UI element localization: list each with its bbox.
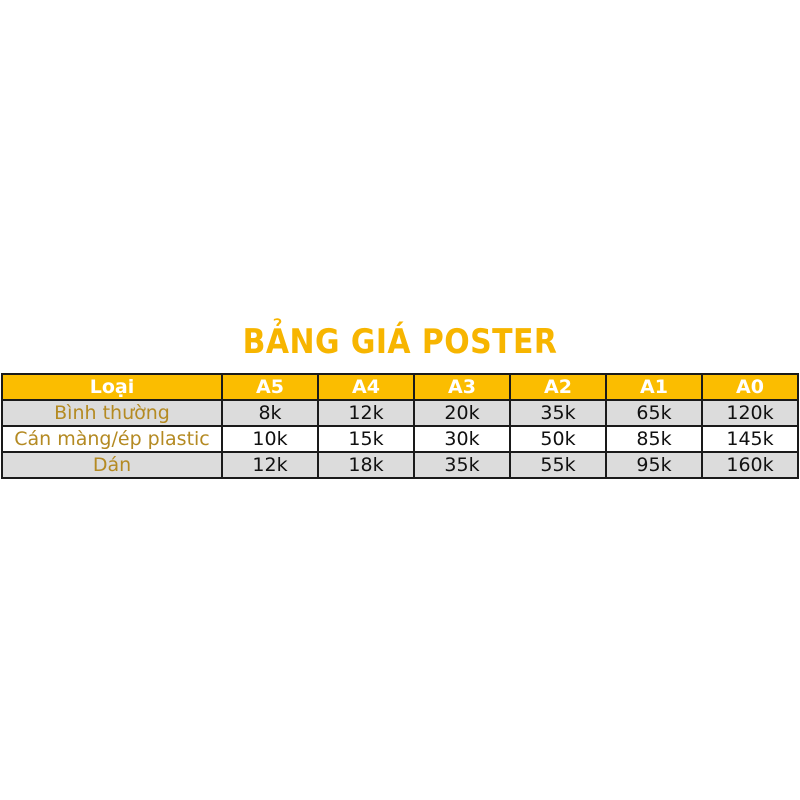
price-cell: 30k xyxy=(413,425,511,453)
header-a3: A3 xyxy=(413,373,511,401)
price-cell: 12k xyxy=(221,451,319,479)
header-a1: A1 xyxy=(605,373,703,401)
header-a2: A2 xyxy=(509,373,607,401)
price-cell: 95k xyxy=(605,451,703,479)
price-cell: 55k xyxy=(509,451,607,479)
header-a0: A0 xyxy=(701,373,799,401)
row-label: Cán màng/ép plastic xyxy=(1,425,223,453)
price-cell: 20k xyxy=(413,399,511,427)
price-cell: 35k xyxy=(413,451,511,479)
price-cell: 145k xyxy=(701,425,799,453)
header-a5: A5 xyxy=(221,373,319,401)
price-cell: 8k xyxy=(221,399,319,427)
price-cell: 15k xyxy=(317,425,415,453)
price-cell: 160k xyxy=(701,451,799,479)
price-cell: 85k xyxy=(605,425,703,453)
price-cell: 35k xyxy=(509,399,607,427)
price-cell: 120k xyxy=(701,399,799,427)
table-row: Dán 12k 18k 35k 55k 95k 160k xyxy=(1,451,799,479)
price-cell: 10k xyxy=(221,425,319,453)
row-label: Dán xyxy=(1,451,223,479)
price-table: Loại A5 A4 A3 A2 A1 A0 Bình thường 8k 12… xyxy=(1,373,799,479)
price-cell: 50k xyxy=(509,425,607,453)
header-type: Loại xyxy=(1,373,223,401)
page-title: BẢNG GIÁ POSTER xyxy=(242,322,558,362)
table-header-row: Loại A5 A4 A3 A2 A1 A0 xyxy=(1,373,799,401)
table-row: Bình thường 8k 12k 20k 35k 65k 120k xyxy=(1,399,799,427)
row-label: Bình thường xyxy=(1,399,223,427)
price-cell: 65k xyxy=(605,399,703,427)
price-cell: 12k xyxy=(317,399,415,427)
header-a4: A4 xyxy=(317,373,415,401)
price-cell: 18k xyxy=(317,451,415,479)
table-row: Cán màng/ép plastic 10k 15k 30k 50k 85k … xyxy=(1,425,799,453)
